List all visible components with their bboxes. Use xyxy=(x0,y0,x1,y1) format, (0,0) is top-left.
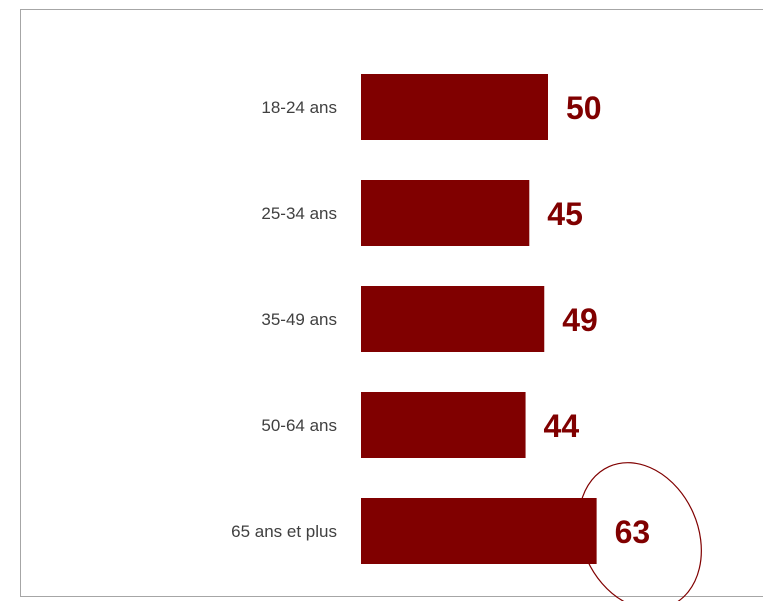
bar-3 xyxy=(361,286,545,352)
value-labels-group: 50 45 49 44 63 xyxy=(544,90,651,550)
highlight-group xyxy=(578,462,702,601)
category-label-3: 35-49 ans xyxy=(261,310,337,329)
category-labels-group: 18-24 ans 25-34 ans 35-49 ans 50-64 ans 65 a… xyxy=(231,98,337,541)
value-label-2: 45 xyxy=(547,196,583,232)
bar-2 xyxy=(361,180,530,246)
bars-group xyxy=(361,74,597,564)
value-label-4: 44 xyxy=(544,408,580,444)
value-label-3: 49 xyxy=(562,302,598,338)
bar-5 xyxy=(361,498,597,564)
value-label-1: 50 xyxy=(566,90,602,126)
category-label-2: 25-34 ans xyxy=(261,204,337,223)
value-label-5: 63 xyxy=(615,514,651,550)
highlight-ellipse xyxy=(578,462,702,601)
bar-1 xyxy=(361,74,548,140)
category-label-5: 65 ans et plus xyxy=(231,522,337,541)
category-label-1: 18-24 ans xyxy=(261,98,337,117)
bar-4 xyxy=(361,392,526,458)
chart-border xyxy=(20,9,763,597)
category-label-4: 50-64 ans xyxy=(261,416,337,435)
